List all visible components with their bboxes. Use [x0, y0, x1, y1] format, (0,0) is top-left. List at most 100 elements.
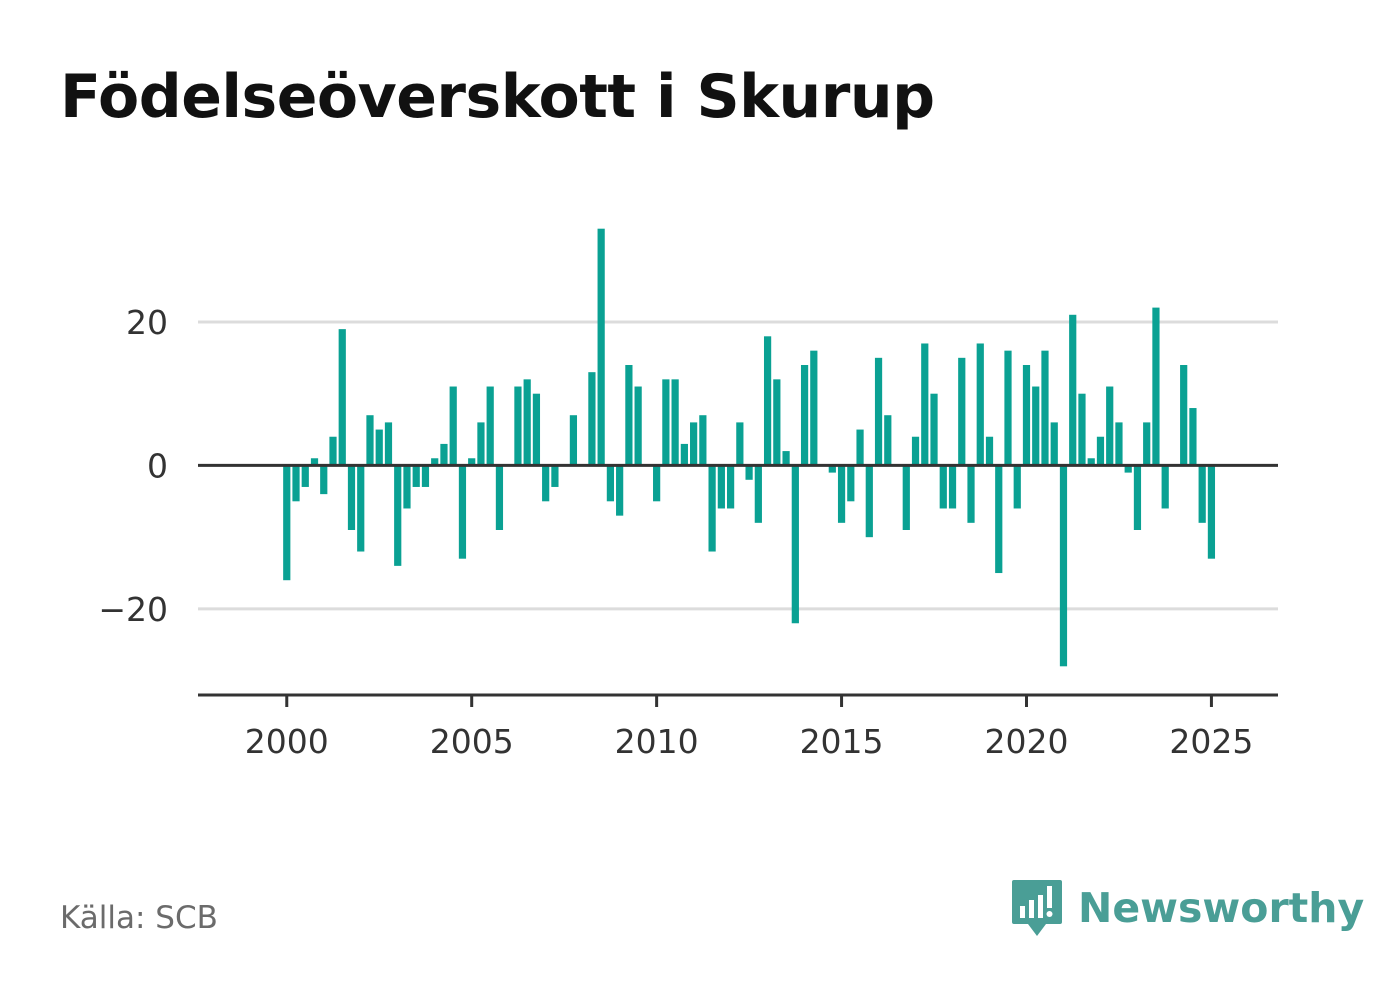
bar: [1198, 465, 1206, 523]
bar: [1059, 465, 1068, 667]
x-tick-label: 2025: [1169, 722, 1253, 761]
bar: [542, 465, 550, 502]
bar: [320, 465, 328, 495]
bar: [671, 379, 679, 466]
bar: [985, 436, 994, 466]
bar: [653, 465, 661, 502]
bar: [773, 379, 781, 466]
bar: [1050, 422, 1058, 466]
bar: [523, 379, 531, 466]
bar: [856, 429, 864, 466]
bar: [477, 422, 485, 466]
bar: [1115, 422, 1123, 466]
bar: [347, 465, 356, 530]
bar: [597, 228, 605, 466]
bar: [736, 422, 744, 466]
bar: [690, 422, 698, 466]
bar: [837, 465, 846, 523]
x-tick-label: 2010: [615, 722, 699, 761]
bar: [338, 329, 346, 466]
bar: [958, 357, 966, 466]
bar: [569, 415, 578, 466]
bar: [1069, 314, 1077, 466]
bar: [606, 465, 615, 502]
bar: [874, 357, 883, 466]
bar: [1161, 465, 1169, 509]
bar: [486, 386, 494, 466]
bar: [1152, 307, 1160, 466]
bar: [754, 465, 762, 523]
bar: [1096, 436, 1105, 466]
bars: [283, 228, 1216, 667]
bar: [902, 465, 910, 530]
bar: [745, 465, 753, 480]
bar: [634, 386, 642, 466]
bar: [301, 465, 309, 487]
bar: [930, 393, 938, 466]
bar: [625, 365, 633, 466]
bar: [1004, 350, 1012, 466]
bar: [699, 415, 707, 466]
bar: [995, 465, 1003, 574]
bar: [532, 393, 541, 466]
bar: [911, 436, 920, 466]
bar: [375, 429, 383, 466]
x-tick-label: 2015: [800, 722, 884, 761]
bar: [921, 343, 929, 466]
axes: [198, 463, 1278, 707]
bar: [440, 443, 448, 466]
bar: [828, 465, 836, 473]
bar: [384, 422, 393, 466]
bar: [394, 465, 402, 566]
bar: [1143, 422, 1151, 466]
bar: [1013, 465, 1021, 509]
tick-labels: 2000 2005 2010 2015 2020 2025 −20 0 20: [98, 303, 1253, 761]
bar: [791, 465, 799, 624]
bar: [1032, 386, 1040, 466]
bar: [1124, 465, 1132, 473]
bar: [458, 465, 467, 559]
bar: [1041, 350, 1049, 466]
newsworthy-logo-icon: [1012, 880, 1062, 936]
bar: [976, 343, 984, 466]
bar: [1022, 365, 1031, 466]
bar: [283, 465, 291, 581]
bar: [495, 465, 504, 530]
bar: [939, 465, 947, 509]
bar: [884, 415, 892, 466]
bar: [662, 379, 670, 466]
y-tick-label: 0: [147, 446, 168, 485]
bar: [1180, 365, 1188, 466]
bar: [1106, 386, 1114, 466]
bar: [468, 458, 476, 466]
bar: [366, 415, 374, 466]
bar: [948, 465, 957, 509]
bar: [431, 458, 439, 466]
bar: [967, 465, 975, 523]
x-tick-label: 2000: [245, 722, 329, 761]
bar: [551, 465, 559, 487]
bar: [717, 465, 725, 509]
y-tick-label: 20: [126, 303, 168, 342]
source-note: Källa: SCB: [60, 900, 218, 936]
brand-name: Newsworthy: [1078, 884, 1365, 932]
bar: [800, 365, 809, 466]
bar: [708, 465, 716, 552]
bar: [588, 372, 596, 466]
bar: [680, 443, 688, 466]
bar: [514, 386, 522, 466]
bar: [421, 465, 430, 487]
y-tick-label: −20: [98, 590, 168, 629]
brand-logo: Newsworthy: [1010, 878, 1364, 938]
bar: [1078, 393, 1086, 466]
bar: [1189, 408, 1197, 466]
bar: [449, 386, 457, 466]
bar: [1087, 458, 1095, 466]
bar: [865, 465, 873, 538]
bar: [310, 458, 319, 466]
bar: [357, 465, 365, 552]
bar: [1133, 465, 1142, 530]
gridlines: [198, 320, 1278, 611]
bar: [292, 465, 300, 502]
